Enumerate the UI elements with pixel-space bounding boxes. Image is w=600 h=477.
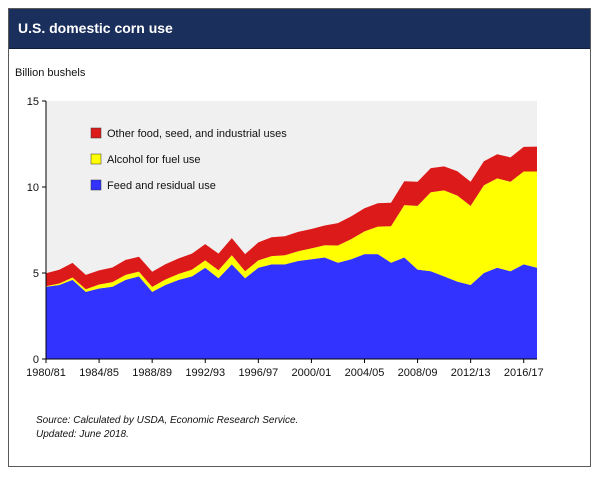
y-axis-label: Billion bushels [15,67,86,79]
x-tick-label: 2004/05 [345,367,385,379]
x-tick-label: 1984/85 [79,367,119,379]
plot-layer [46,101,537,359]
x-tick-label: 1992/93 [185,367,225,379]
x-tick-label: 2012/13 [451,367,491,379]
area-series-2 [46,171,537,292]
x-tick-label: 2016/17 [504,367,544,379]
y-tick-label: 15 [27,96,39,108]
x-tick-label: 1988/89 [132,367,172,379]
legend-label: Feed and residual use [107,180,216,192]
x-tick-label: 2000/01 [292,367,332,379]
x-tick-label: 2008/09 [398,367,438,379]
axis-layer: 0 5 10 15 1980/81 1984/85 1988/89 1992/93 1996/9… [26,96,543,379]
area-series-1 [46,254,537,359]
chart-area: 0 5 10 15 1980/81 1984/85 1988/89 1992/93 1996/9… [26,96,543,379]
y-tick-label: 0 [33,354,39,366]
legend-swatch [90,127,102,139]
legend: Other food, seed, and industrial uses Alc… [90,127,287,192]
y-tick-label: 10 [27,182,39,194]
source-note: Source: Calculated by USDA, Economic Res… [36,415,299,426]
legend-label: Alcohol for fuel use [107,154,201,166]
y-tick-label: 5 [33,268,39,280]
area-series-3 [46,146,537,290]
updated-note: Updated: June 2018. [36,429,129,440]
legend-swatch [90,179,102,191]
x-tick-label: 1980/81 [26,367,66,379]
chart-title: U.S. domestic corn use [18,20,173,36]
legend-swatch [90,153,102,165]
chart-panel: U.S. domestic corn use Billion bushels 0… [8,8,591,467]
x-tick-label: 1996/97 [238,367,278,379]
title-bar: U.S. domestic corn use [9,9,590,49]
legend-label: Other food, seed, and industrial uses [107,128,287,140]
